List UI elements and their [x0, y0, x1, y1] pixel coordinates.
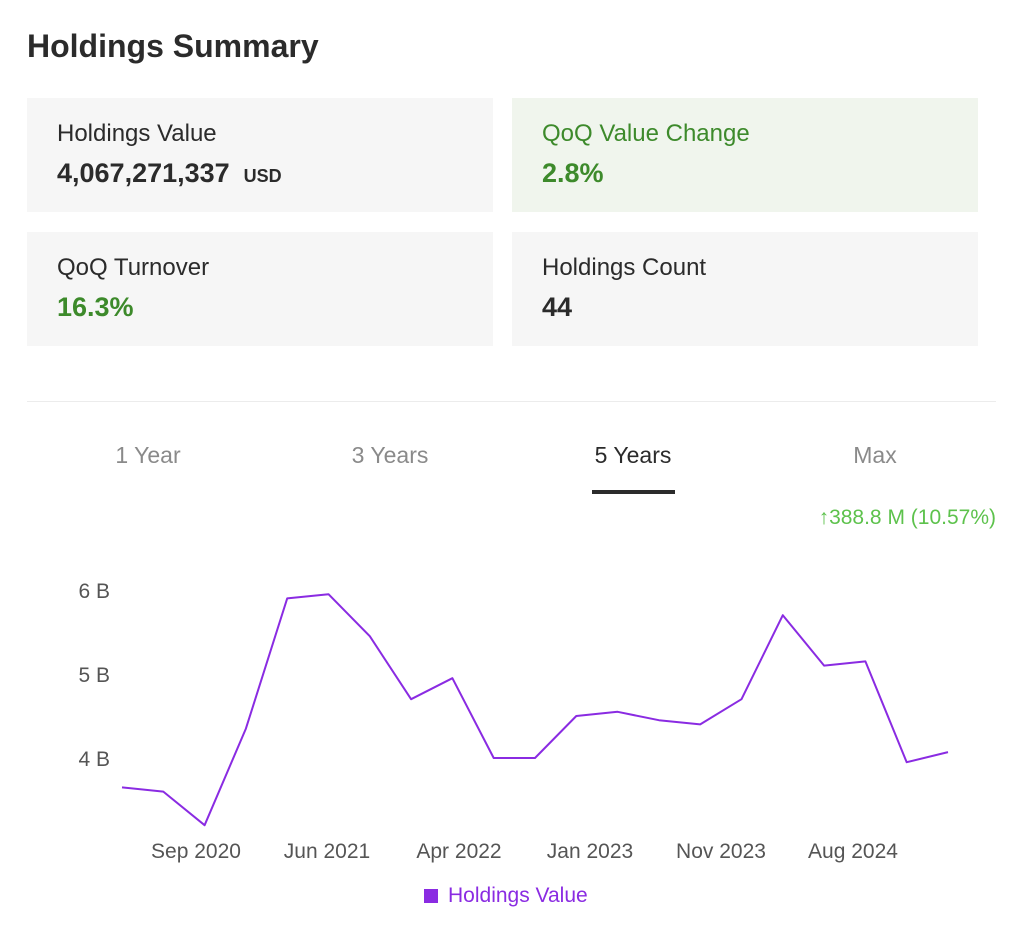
- data-point[interactable]: [448, 674, 456, 682]
- y-tick-label: 4 B: [78, 748, 110, 771]
- tab-max[interactable]: Max: [853, 442, 897, 468]
- data-point[interactable]: [366, 632, 374, 640]
- up-arrow-icon: ↑: [818, 506, 830, 529]
- data-point[interactable]: [696, 720, 704, 728]
- holdings-value-line[interactable]: [121, 593, 949, 827]
- holdings-value-number: 4,067,271,337: [57, 158, 230, 188]
- data-point[interactable]: [490, 754, 498, 762]
- holdings-count-value: 44: [542, 292, 573, 322]
- holdings-value-label: Holdings Value: [57, 120, 217, 147]
- x-tick-label: Apr 2022: [416, 840, 501, 863]
- holdings-value-unit: USD: [243, 166, 282, 186]
- data-point[interactable]: [614, 708, 622, 716]
- data-point[interactable]: [944, 748, 952, 756]
- data-point[interactable]: [242, 725, 250, 733]
- data-point[interactable]: [655, 716, 663, 724]
- data-point[interactable]: [159, 788, 167, 796]
- holdings-count-card: Holdings Count 44: [512, 232, 978, 346]
- x-tick-label: Jan 2023: [547, 840, 633, 863]
- x-tick-label: Jun 2021: [284, 840, 370, 863]
- y-tick-label: 6 B: [78, 580, 110, 603]
- data-point[interactable]: [201, 821, 209, 829]
- x-tick-label: Aug 2024: [808, 840, 898, 863]
- x-tick-label: Nov 2023: [676, 840, 766, 863]
- x-tick-label: Sep 2020: [151, 840, 241, 863]
- holdings-value-amount: 4,067,271,337 USD: [57, 158, 463, 189]
- qoq-turnover-label: QoQ Turnover: [57, 254, 210, 281]
- page-title: Holdings Summary: [27, 28, 319, 64]
- tab-3-years[interactable]: 3 Years: [351, 442, 429, 468]
- holdings-value-chart: 6 B 5 B 4 B Sep 2020 Jun 2021 Apr 2022 Jan 202…: [78, 580, 952, 863]
- tab-1-year[interactable]: 1 Year: [115, 442, 181, 468]
- legend-label: Holdings Value: [448, 884, 588, 907]
- period-change-indicator: ↑388.8 M (10.57%): [819, 506, 996, 530]
- data-point[interactable]: [325, 590, 333, 598]
- data-point[interactable]: [820, 662, 828, 670]
- holdings-value-card: Holdings Value 4,067,271,337 USD: [27, 98, 493, 212]
- qoq-value-change-value: 2.8%: [542, 158, 604, 188]
- qoq-turnover-card: QoQ Turnover 16.3%: [27, 232, 493, 346]
- period-change-text: 388.8 M (10.57%): [829, 506, 996, 529]
- data-point[interactable]: [531, 754, 539, 762]
- qoq-value-change-card: QoQ Value Change 2.8%: [512, 98, 978, 212]
- qoq-value-change-label: QoQ Value Change: [542, 120, 750, 147]
- data-point[interactable]: [779, 611, 787, 619]
- y-tick-label: 5 B: [78, 664, 110, 687]
- data-point[interactable]: [572, 712, 580, 720]
- data-point[interactable]: [738, 695, 746, 703]
- holdings-count-label: Holdings Count: [542, 254, 707, 281]
- section-divider: [27, 401, 996, 402]
- active-tab-indicator: [592, 490, 675, 494]
- qoq-turnover-value: 16.3%: [57, 292, 134, 322]
- data-point[interactable]: [903, 758, 911, 766]
- data-point[interactable]: [118, 783, 126, 791]
- chart-legend[interactable]: Holdings Value: [424, 884, 588, 908]
- legend-swatch: [424, 889, 438, 903]
- data-point[interactable]: [861, 657, 869, 665]
- tab-5-years[interactable]: 5 Years: [594, 442, 672, 468]
- data-point[interactable]: [283, 594, 291, 602]
- data-point[interactable]: [407, 695, 415, 703]
